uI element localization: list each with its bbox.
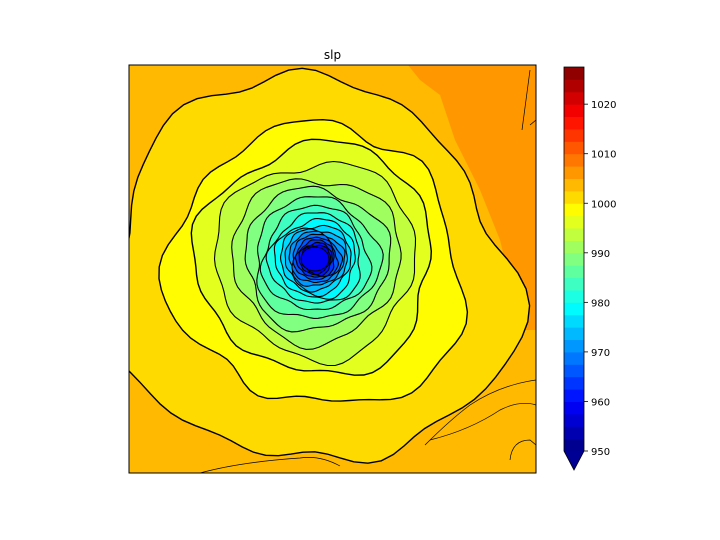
- coastline-4: [521, 69, 536, 131]
- colorbar-tick-label: 1010: [591, 150, 616, 161]
- colorbar-tick-label: 950: [591, 447, 610, 458]
- colorbar-band-957.5: [564, 401, 584, 415]
- center-low: [300, 246, 330, 272]
- colorbar-band-1020: [564, 91, 584, 105]
- colorbar-band-970: [564, 339, 584, 353]
- colorbar-band-985: [564, 265, 584, 279]
- colorbar-tick-label: 990: [591, 249, 610, 260]
- colorbar-tick-label: 970: [591, 348, 610, 359]
- colorbar-band-962.5: [564, 376, 584, 390]
- colorbar: 950 960 970 980 990 1000 1010 1020: [563, 66, 616, 471]
- colorbar-band-992.5: [564, 228, 584, 241]
- colorbar-band-982.5: [564, 277, 584, 291]
- colorbar-band-1025: [564, 67, 584, 80]
- colorbar-band-980: [564, 289, 584, 303]
- coastline-3: [509, 439, 536, 461]
- colorbar-band-1017.5: [564, 104, 584, 118]
- coastline-2: [429, 403, 536, 441]
- colorbar-band-1012.5: [564, 128, 584, 142]
- coastline-0: [199, 457, 341, 473]
- band-1005: [408, 65, 536, 330]
- colorbar-band-995: [564, 215, 584, 229]
- colorbar-band-987.5: [564, 252, 584, 266]
- colorbar-tick-label: 960: [591, 397, 610, 408]
- colorbar-band-965: [564, 364, 584, 378]
- colorbar-band-952.5: [564, 426, 584, 440]
- colorbar-band-975: [564, 314, 584, 328]
- colorbar-extend-min: [564, 451, 584, 470]
- colorbar-band-960: [564, 389, 584, 402]
- colorbar-band-972.5: [564, 327, 584, 341]
- colorbar-band-1002.5: [564, 178, 584, 192]
- plot-area: [129, 65, 536, 473]
- colorbar-band-1007.5: [564, 153, 584, 167]
- colorbar-band-977.5: [564, 302, 584, 316]
- colorbar-band-955: [564, 413, 584, 427]
- colorbar-band-1010: [564, 141, 584, 155]
- colorbar-band-950: [564, 438, 584, 452]
- colorbar-outline: [563, 66, 585, 471]
- colorbar-band-997.5: [564, 203, 584, 217]
- colorbar-band-1015: [564, 116, 584, 130]
- colorbar-band-1005: [564, 166, 584, 179]
- chart-title: slp: [324, 48, 341, 62]
- colorbar-tick-label: 1020: [591, 100, 616, 111]
- coastline-1: [424, 379, 536, 446]
- colorbar-band-1022.5: [564, 79, 584, 93]
- colorbar-band-1000: [564, 190, 584, 204]
- colorbar-band-967.5: [564, 351, 584, 365]
- plot-frame: [128, 64, 537, 474]
- colorbar-tick-label: 980: [591, 298, 610, 309]
- colorbar-tick-label: 1000: [591, 199, 616, 210]
- colorbar-band-990: [564, 240, 584, 254]
